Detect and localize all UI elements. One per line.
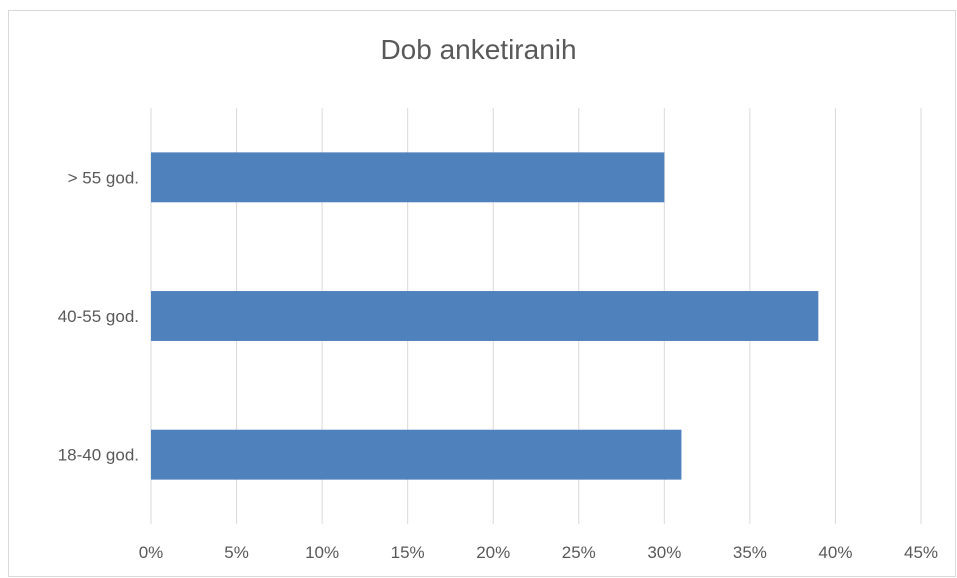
x-tick-label: 25% (562, 543, 596, 562)
x-tick-label: 35% (733, 543, 767, 562)
x-tick-label: 20% (476, 543, 510, 562)
y-category-label: 18-40 god. (58, 446, 139, 465)
bar (151, 152, 665, 203)
bar (151, 429, 682, 480)
bar (151, 291, 819, 341)
x-tick-label: 0% (139, 543, 164, 562)
chart-title: Dob anketiranih (380, 34, 577, 65)
x-tick-label: 40% (818, 543, 852, 562)
x-tick-label: 10% (305, 543, 339, 562)
x-tick-label: 5% (224, 543, 249, 562)
y-category-label: 40-55 god. (58, 307, 139, 326)
y-category-label: > 55 god. (68, 168, 139, 187)
x-tick-label: 45% (904, 543, 938, 562)
chart-border (8, 10, 956, 577)
x-tick-label: 15% (391, 543, 425, 562)
x-tick-label: 30% (647, 543, 681, 562)
